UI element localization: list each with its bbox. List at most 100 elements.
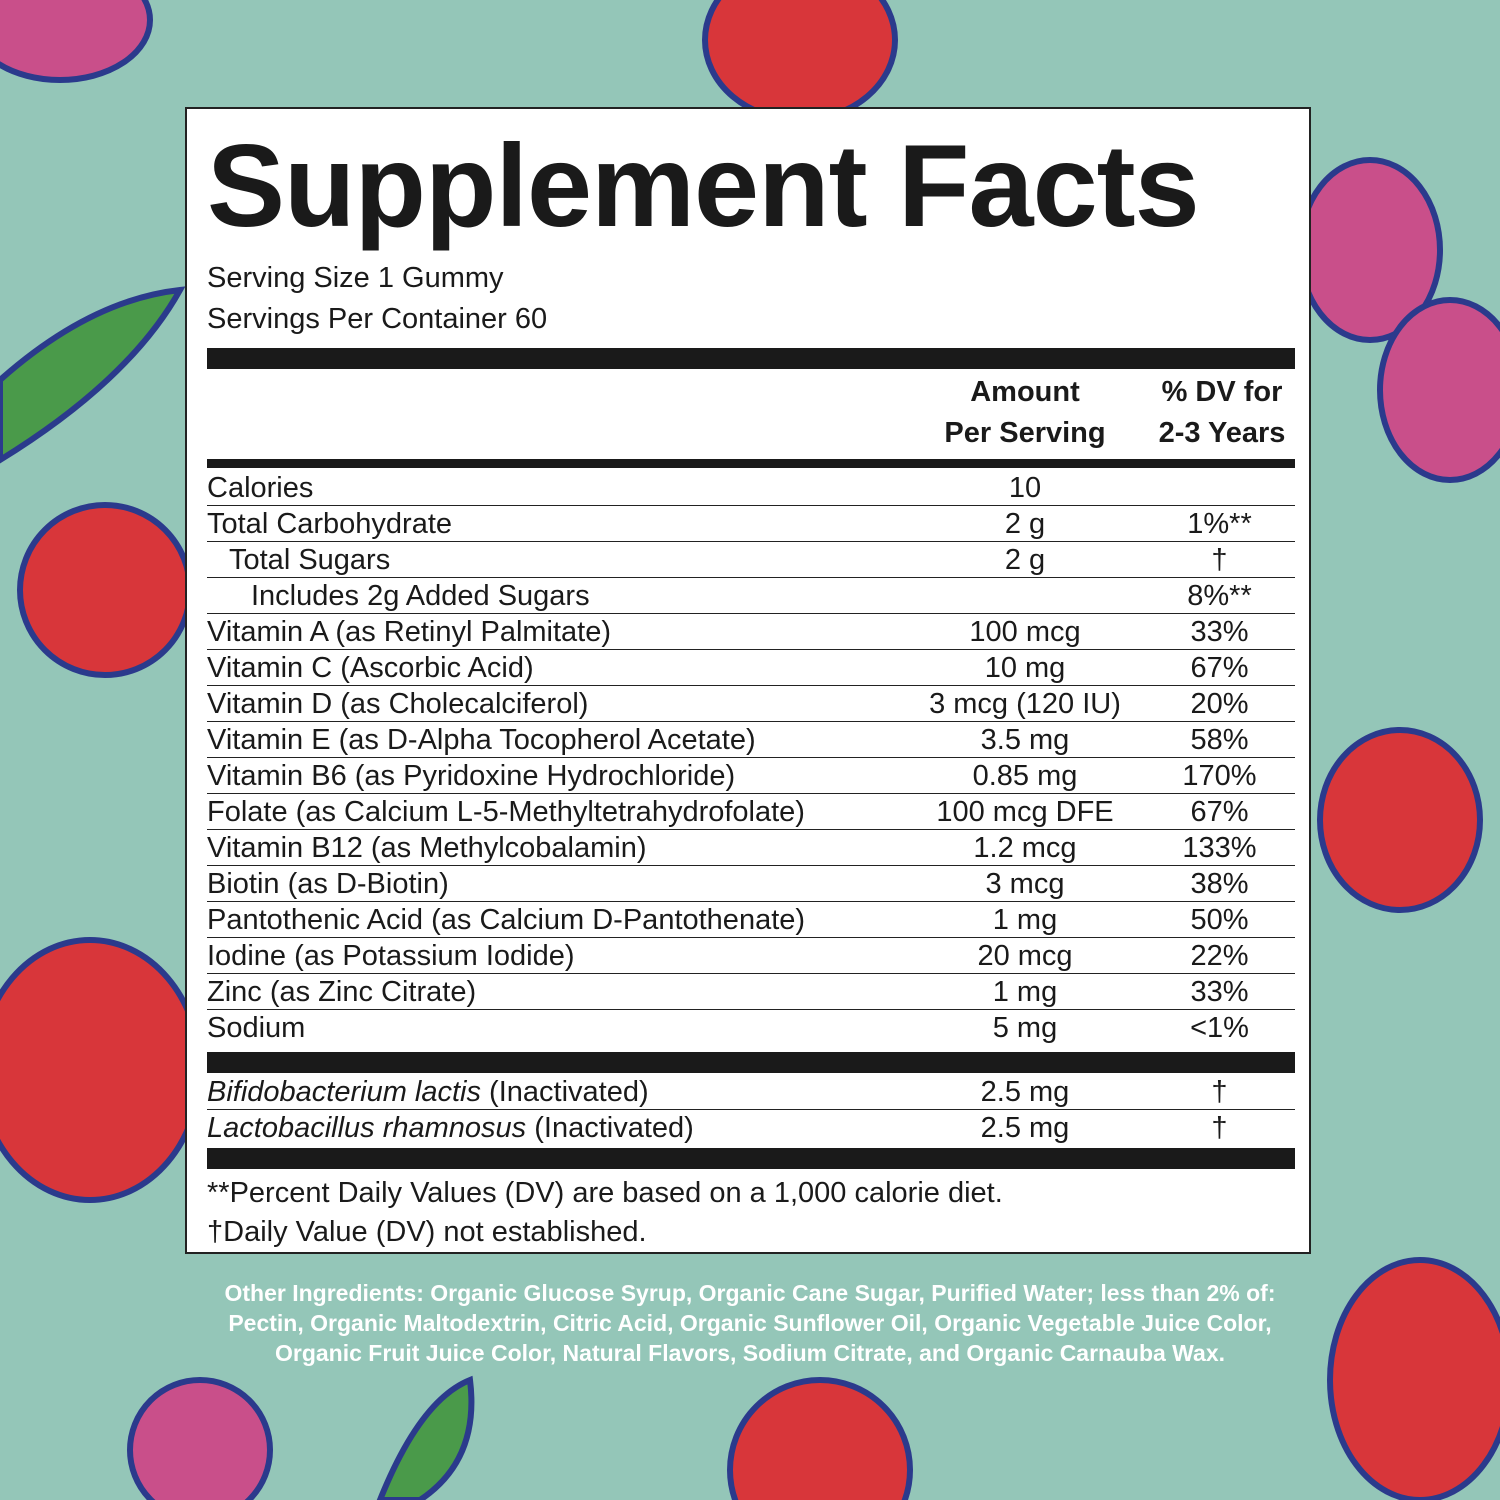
nutrient-name: Vitamin B12 (as Methylcobalamin) [207,832,647,864]
probiotic-species: Bifidobacterium lactis [207,1076,481,1108]
nutrient-row: Vitamin D (as Cholecalciferol) 3 mcg (12… [207,686,1295,722]
nutrient-row: Vitamin B12 (as Methylcobalamin) 1.2 mcg… [207,830,1295,866]
nutrient-name: Folate (as Calcium L-5-Methyltetrahydrof… [207,796,805,828]
dv-header-line1: % DV for [1161,376,1283,408]
probiotic-dv: † [1211,1076,1228,1108]
nutrient-dv: 58% [1190,724,1249,756]
nutrient-name: Total Carbohydrate [207,508,453,540]
nutrient-amount: 3 mcg (120 IU) [929,688,1121,720]
amount-header-line2: Per Serving [944,417,1106,449]
probiotic-amount: 2.5 mg [980,1112,1070,1144]
amount-header: Amount Per Serving [907,372,1143,454]
nutrient-amount: 5 mg [992,1012,1058,1044]
nutrient-row: Total Carbohydrate 2 g 1%** [207,506,1295,542]
dv-header-line2: 2-3 Years [1158,417,1286,449]
nutrient-amount: 10 [1008,472,1042,504]
cherry [17,502,193,678]
nutrient-dv: 50% [1190,904,1249,936]
nutrient-dv: † [1211,544,1228,576]
nutrient-dv: 1%** [1187,508,1252,540]
nutrient-row: Vitamin C (Ascorbic Acid) 10 mg 67% [207,650,1295,686]
panel-title: Supplement Facts [207,120,1200,251]
nutrient-amount: 2 g [1004,544,1046,576]
nutrient-amount: 1 mg [992,976,1058,1008]
other-ingredients: Other Ingredients: Organic Glucose Syrup… [224,1280,1276,1366]
probiotic-row: Lactobacillus rhamnosus (Inactivated) 2.… [207,1110,1295,1145]
strawberry-bottom-right [1327,1257,1500,1500]
probiotic-name: Lactobacillus rhamnosus (Inactivated) [207,1110,694,1146]
nutrient-row: Vitamin A (as Retinyl Palmitate) 100 mcg… [207,614,1295,650]
nutrient-name: Vitamin A (as Retinyl Palmitate) [207,616,612,648]
footnote-dv: **Percent Daily Values (DV) are based on… [207,1177,1003,1209]
nutrient-dv: 38% [1190,868,1249,900]
nutrient-amount: 2 g [1004,508,1046,540]
dv-header: % DV for 2-3 Years [1142,372,1302,454]
nutrient-name: Iodine (as Potassium Iodide) [207,940,575,972]
footnote-dagger: †Daily Value (DV) not established. [207,1216,647,1248]
probiotic-dv: † [1211,1112,1228,1144]
servings-per-container: Servings Per Container 60 [207,303,548,335]
nutrient-amount: 20 mcg [977,940,1073,972]
nutrient-name: Vitamin E (as D-Alpha Tocopherol Acetate… [207,724,756,756]
raspberry-right-2 [1377,297,1500,483]
nutrient-amount: 3 mcg [985,868,1065,900]
nutrient-name: Biotin (as D-Biotin) [207,868,449,900]
nutrient-name: Total Sugars [229,544,391,576]
nutrient-amount: 1 mg [992,904,1058,936]
nutrient-dv: <1% [1190,1012,1249,1044]
probiotic-species: Lactobacillus rhamnosus [207,1112,527,1144]
nutrient-name: Pantothenic Acid (as Calcium D-Pantothen… [207,904,806,936]
nutrient-name: Vitamin B6 (as Pyridoxine Hydrochloride) [207,760,736,792]
nutrient-name: Calories [207,472,314,504]
strawberry-top [702,0,898,123]
serving-size: Serving Size 1 Gummy [207,262,504,294]
nutrient-row: Vitamin B6 (as Pyridoxine Hydrochloride)… [207,758,1295,794]
probiotic-table: Bifidobacterium lactis (Inactivated) 2.5… [207,1074,1295,1145]
nutrient-dv: 33% [1190,976,1249,1008]
probiotic-note: (Inactivated) [481,1076,649,1108]
nutrient-name: Includes 2g Added Sugars [251,580,590,612]
amount-header-line1: Amount [970,376,1080,408]
nutrient-dv: 67% [1190,796,1249,828]
probiotic-row: Bifidobacterium lactis (Inactivated) 2.5… [207,1074,1295,1110]
probiotic-note: (Inactivated) [526,1112,694,1144]
cherry-bottom [727,1377,913,1500]
strawberry-right [1317,727,1483,913]
raspberry-bottom [127,1377,273,1500]
thick-divider [207,1148,1295,1169]
nutrient-dv: 8%** [1187,580,1252,612]
nutrient-row: Sodium 5 mg <1% [207,1010,1295,1045]
nutrient-table: Calories 10 Total Carbohydrate 2 g 1%** T… [207,470,1295,1045]
nutrient-amount: 0.85 mg [972,760,1078,792]
nutrient-dv: 170% [1182,760,1257,792]
strawberry-left [0,937,203,1203]
nutrient-name: Vitamin C (Ascorbic Acid) [207,652,534,684]
nutrient-dv: 22% [1190,940,1249,972]
nutrient-row: Total Sugars 2 g † [207,542,1295,578]
cherry-leaf [0,286,186,464]
nutrient-row: Zinc (as Zinc Citrate) 1 mg 33% [207,974,1295,1010]
probiotic-amount: 2.5 mg [980,1076,1070,1108]
nutrient-amount: 100 mcg DFE [936,796,1114,828]
nutrient-row: Biotin (as D-Biotin) 3 mcg 38% [207,866,1295,902]
nutrient-row: Vitamin E (as D-Alpha Tocopherol Acetate… [207,722,1295,758]
nutrient-name: Sodium [207,1012,306,1044]
nutrient-row: Pantothenic Acid (as Calcium D-Pantothen… [207,902,1295,938]
medium-divider [207,459,1295,468]
nutrient-dv: 133% [1182,832,1257,864]
nutrient-name: Vitamin D (as Cholecalciferol) [207,688,589,720]
nutrient-amount: 10 mg [984,652,1066,684]
nutrient-row: Iodine (as Potassium Iodide) 20 mcg 22% [207,938,1295,974]
nutrient-amount: 3.5 mg [980,724,1070,756]
nutrient-dv: 33% [1190,616,1249,648]
supplement-facts-panel: Supplement Facts Serving Size 1 Gummy Se… [185,107,1311,1254]
nutrient-row: Calories 10 [207,470,1295,506]
nutrient-dv: 67% [1190,652,1249,684]
nutrient-dv: 20% [1190,688,1249,720]
nutrient-amount: 1.2 mcg [973,832,1077,864]
nutrient-amount: 100 mcg [969,616,1081,648]
thick-divider [207,1052,1295,1073]
raspberry-top-left [0,0,153,83]
thick-divider [207,348,1295,369]
